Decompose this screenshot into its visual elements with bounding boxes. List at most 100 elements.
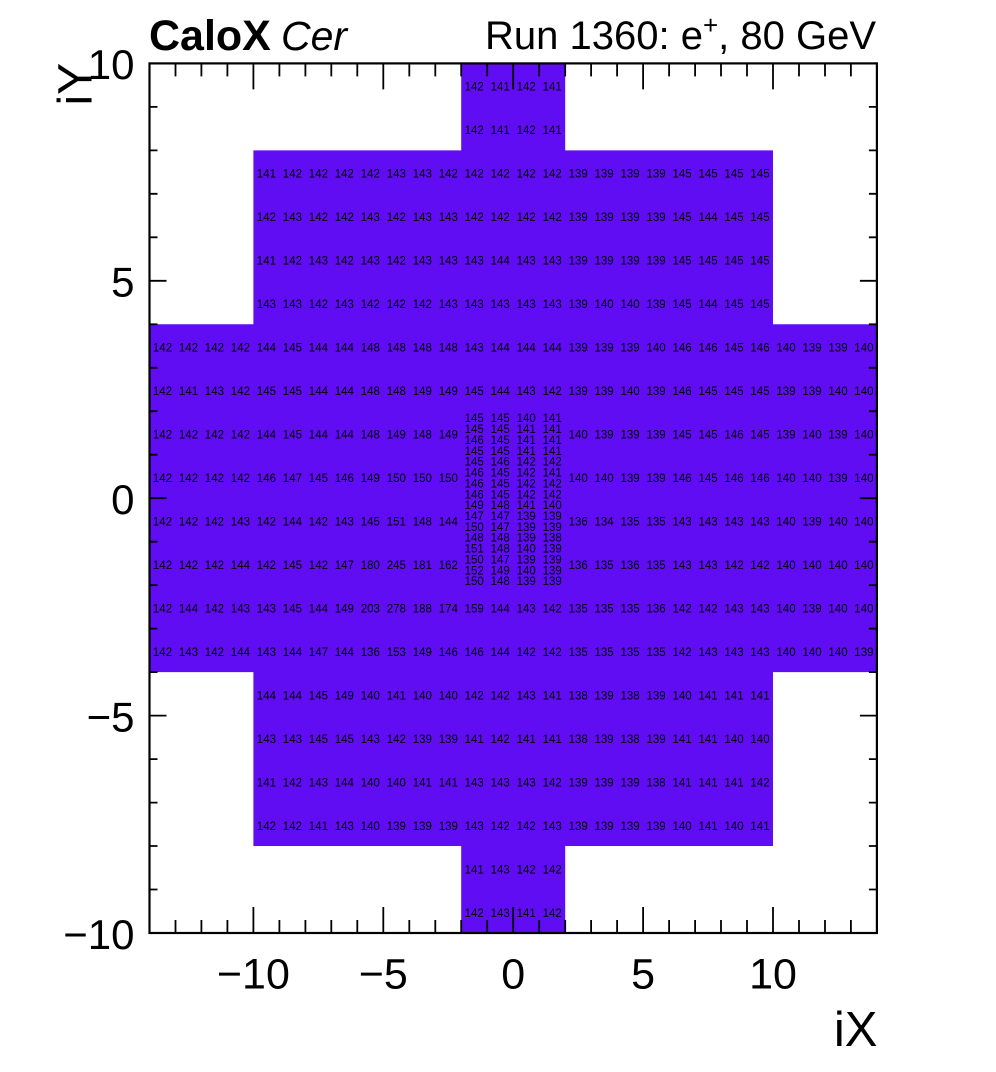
svg-text:180: 180 bbox=[361, 560, 380, 572]
svg-text:144: 144 bbox=[491, 343, 511, 355]
svg-text:142: 142 bbox=[491, 212, 510, 224]
svg-text:142: 142 bbox=[153, 430, 172, 442]
svg-text:140: 140 bbox=[361, 690, 380, 702]
svg-text:146: 146 bbox=[673, 343, 692, 355]
svg-text:139: 139 bbox=[647, 821, 666, 833]
svg-text:138: 138 bbox=[647, 777, 666, 789]
svg-text:144: 144 bbox=[335, 386, 355, 398]
svg-text:144: 144 bbox=[491, 647, 511, 659]
svg-text:143: 143 bbox=[335, 821, 354, 833]
svg-text:145: 145 bbox=[724, 169, 743, 181]
svg-text:145: 145 bbox=[699, 386, 718, 398]
svg-text:174: 174 bbox=[439, 603, 459, 615]
svg-text:142: 142 bbox=[179, 560, 198, 572]
svg-text:139: 139 bbox=[595, 169, 614, 181]
svg-text:143: 143 bbox=[231, 516, 250, 528]
svg-text:142: 142 bbox=[205, 473, 224, 485]
svg-text:143: 143 bbox=[361, 212, 380, 224]
svg-text:143: 143 bbox=[673, 516, 692, 528]
svg-text:145: 145 bbox=[750, 299, 769, 311]
svg-text:143: 143 bbox=[413, 212, 432, 224]
svg-text:139: 139 bbox=[647, 256, 666, 268]
svg-text:139: 139 bbox=[543, 544, 562, 556]
svg-text:136: 136 bbox=[647, 603, 666, 615]
svg-text:162: 162 bbox=[439, 560, 458, 572]
svg-text:145: 145 bbox=[465, 446, 484, 458]
svg-text:iX: iX bbox=[834, 1003, 878, 1057]
svg-text:142: 142 bbox=[543, 864, 562, 876]
svg-text:142: 142 bbox=[257, 516, 276, 528]
svg-text:141: 141 bbox=[439, 777, 458, 789]
svg-text:142: 142 bbox=[309, 212, 328, 224]
svg-text:142: 142 bbox=[517, 647, 536, 659]
svg-text:135: 135 bbox=[621, 516, 640, 528]
svg-text:140: 140 bbox=[673, 690, 692, 702]
svg-text:143: 143 bbox=[543, 256, 562, 268]
svg-text:142: 142 bbox=[231, 343, 250, 355]
svg-text:143: 143 bbox=[517, 603, 536, 615]
svg-text:142: 142 bbox=[153, 603, 172, 615]
svg-text:188: 188 bbox=[413, 603, 432, 615]
svg-text:139: 139 bbox=[439, 734, 458, 746]
svg-text:145: 145 bbox=[673, 212, 692, 224]
svg-text:149: 149 bbox=[361, 473, 380, 485]
svg-text:−10: −10 bbox=[63, 911, 134, 958]
svg-text:135: 135 bbox=[569, 647, 588, 659]
svg-text:142: 142 bbox=[361, 299, 380, 311]
svg-text:142: 142 bbox=[335, 169, 354, 181]
svg-text:139: 139 bbox=[854, 647, 873, 659]
svg-text:142: 142 bbox=[543, 908, 562, 920]
svg-text:145: 145 bbox=[465, 424, 484, 436]
svg-text:139: 139 bbox=[621, 169, 640, 181]
svg-text:139: 139 bbox=[569, 343, 588, 355]
svg-text:142: 142 bbox=[517, 169, 536, 181]
svg-text:140: 140 bbox=[569, 473, 588, 485]
svg-text:138: 138 bbox=[621, 690, 640, 702]
svg-text:139: 139 bbox=[569, 821, 588, 833]
svg-text:142: 142 bbox=[179, 473, 198, 485]
svg-text:Run 1360: e+, 80 GeV: Run 1360: e+, 80 GeV bbox=[485, 10, 876, 58]
svg-text:149: 149 bbox=[491, 565, 510, 577]
svg-text:146: 146 bbox=[257, 473, 276, 485]
svg-text:143: 143 bbox=[491, 777, 510, 789]
svg-text:142: 142 bbox=[205, 516, 224, 528]
svg-text:144: 144 bbox=[283, 516, 303, 528]
svg-text:142: 142 bbox=[205, 560, 224, 572]
svg-text:140: 140 bbox=[387, 777, 406, 789]
svg-text:145: 145 bbox=[699, 430, 718, 442]
svg-text:142: 142 bbox=[387, 734, 406, 746]
svg-text:142: 142 bbox=[335, 212, 354, 224]
svg-text:140: 140 bbox=[724, 734, 743, 746]
svg-text:245: 245 bbox=[387, 560, 406, 572]
svg-text:141: 141 bbox=[257, 169, 276, 181]
svg-text:145: 145 bbox=[465, 413, 484, 425]
svg-text:142: 142 bbox=[205, 343, 224, 355]
svg-text:146: 146 bbox=[465, 468, 484, 480]
svg-text:144: 144 bbox=[309, 430, 329, 442]
svg-text:140: 140 bbox=[802, 473, 821, 485]
svg-text:143: 143 bbox=[724, 647, 743, 659]
svg-text:145: 145 bbox=[283, 430, 302, 442]
svg-text:139: 139 bbox=[595, 430, 614, 442]
svg-text:145: 145 bbox=[283, 560, 302, 572]
svg-text:149: 149 bbox=[465, 500, 484, 512]
svg-text:140: 140 bbox=[854, 386, 873, 398]
svg-text:143: 143 bbox=[543, 821, 562, 833]
svg-text:141: 141 bbox=[543, 435, 562, 447]
svg-text:−5: −5 bbox=[87, 693, 135, 740]
svg-text:143: 143 bbox=[413, 256, 432, 268]
svg-text:143: 143 bbox=[750, 516, 769, 528]
svg-text:142: 142 bbox=[205, 647, 224, 659]
svg-text:147: 147 bbox=[491, 511, 510, 523]
svg-text:142: 142 bbox=[543, 489, 562, 501]
svg-text:142: 142 bbox=[465, 908, 484, 920]
svg-text:181: 181 bbox=[413, 560, 432, 572]
svg-text:141: 141 bbox=[491, 82, 510, 94]
svg-text:139: 139 bbox=[595, 734, 614, 746]
svg-text:159: 159 bbox=[465, 603, 484, 615]
svg-text:139: 139 bbox=[569, 777, 588, 789]
svg-text:142: 142 bbox=[387, 299, 406, 311]
svg-text:140: 140 bbox=[776, 603, 795, 615]
svg-text:142: 142 bbox=[283, 777, 302, 789]
svg-text:146: 146 bbox=[465, 647, 484, 659]
